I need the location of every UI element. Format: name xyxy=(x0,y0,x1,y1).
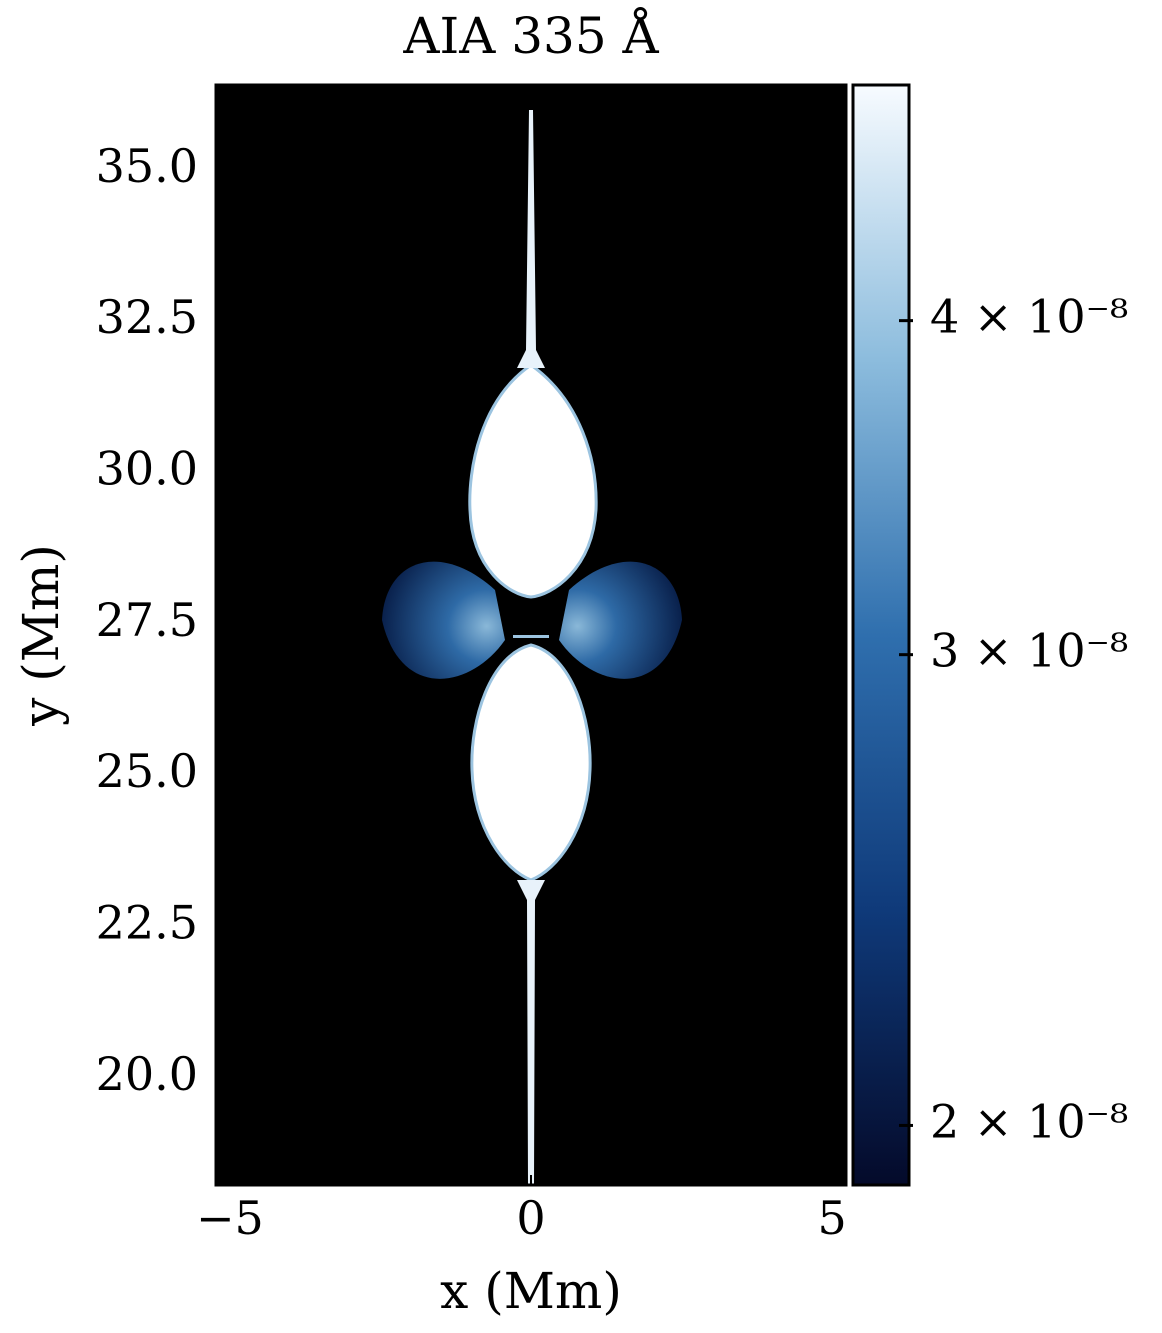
x-tick-label: 5 xyxy=(818,1191,847,1245)
colorbar-tick-label: 3 × 10⁻⁸ xyxy=(930,624,1128,678)
image xyxy=(216,85,846,1185)
side-lobe xyxy=(382,561,505,679)
upper-jet xyxy=(517,110,545,368)
x-axis-label: x (Mm) xyxy=(440,1262,622,1320)
y-tick-label: 35.0 xyxy=(96,139,198,193)
y-tick-label: 20.0 xyxy=(96,1047,198,1101)
x-tick-label: −5 xyxy=(196,1191,264,1245)
colorbar-tick-label: 4 × 10⁻⁸ xyxy=(930,290,1128,344)
y-axis-label: y (Mm) xyxy=(12,544,70,727)
y-tick-label: 27.5 xyxy=(96,593,198,647)
colorbar xyxy=(851,83,911,1187)
lower-jet xyxy=(517,880,545,1185)
y-tick-label: 30.0 xyxy=(96,441,198,495)
upper-lobe xyxy=(468,363,598,599)
x-tick-label: 0 xyxy=(516,1191,545,1245)
colorbar-tick-label: 2 × 10⁻⁸ xyxy=(930,1094,1128,1148)
y-tick-label: 22.5 xyxy=(96,895,198,949)
side-lobe xyxy=(559,561,682,679)
y-tick-label: 25.0 xyxy=(96,744,198,798)
chart-title: AIA 335 Å xyxy=(402,6,659,65)
y-tick-label: 32.5 xyxy=(96,290,198,344)
current-sheet xyxy=(513,635,549,638)
